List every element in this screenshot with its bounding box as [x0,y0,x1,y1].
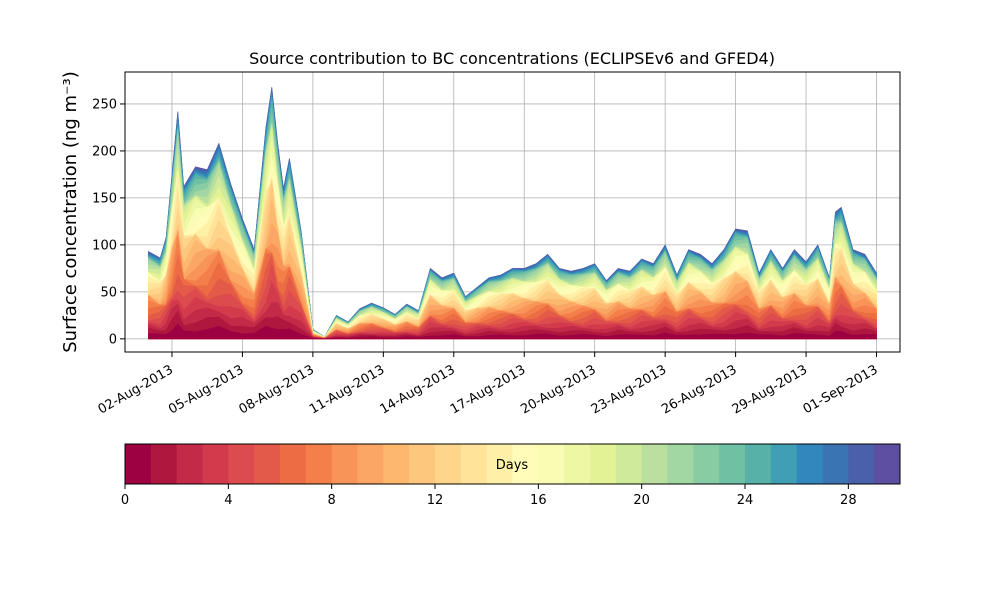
colorbar-tick-label: 12 [427,493,444,508]
y-axis-label: Surface concentration (ng m⁻³) [60,71,81,353]
x-tick-label: 29-Aug-2013 [730,362,810,417]
colorbar-bin-24 [745,444,772,484]
x-tick-label: 17-Aug-2013 [448,362,528,417]
colorbar-bin-0 [125,444,152,484]
colorbar-tick-label: 0 [121,493,129,508]
colorbar-tick-label: 16 [530,493,547,508]
colorbar-bin-20 [641,444,668,484]
colorbar-bin-14 [486,444,513,484]
y-tick-label: 0 [109,332,117,347]
x-tick-label: 23-Aug-2013 [589,362,669,417]
x-tick-label: 01-Sep-2013 [801,362,881,417]
colorbar-bin-15 [512,444,539,484]
colorbar-bin-16 [538,444,565,484]
colorbar-bin-19 [615,444,643,484]
colorbar-bin-12 [435,444,462,484]
x-tick-label: 05-Aug-2013 [166,362,246,417]
colorbar-label: Days [496,458,529,473]
colorbar-bin-11 [409,444,436,484]
colorbar-tick-label: 24 [737,493,754,508]
area-band-day-0 [148,323,877,340]
colorbar-frame [124,443,901,485]
y-tick-label: 200 [92,144,117,159]
colorbar-bin-22 [693,444,720,484]
stacked-area-plot [148,86,877,340]
colorbar-tick-label: 20 [633,493,650,508]
colorbar-bin-21 [667,444,694,484]
y-tick-label: 100 [92,238,117,253]
colorbar-bin-1 [150,444,178,484]
colorbar-bin-7 [305,444,333,484]
colorbar-bin-17 [564,444,591,484]
colorbar-bin-10 [383,444,410,484]
x-tick-label: 26-Aug-2013 [659,362,739,417]
colorbar-bin-26 [796,444,823,484]
colorbar-bin-29 [874,444,901,484]
colorbar-ticks: 0 4 8 12 16 20 24 28 [121,484,857,508]
colorbar-bin-28 [848,444,875,484]
colorbar [125,444,901,484]
y-tick-label: 50 [100,285,117,300]
area-band-day-1 [148,310,877,340]
y-tick-label: 150 [92,191,117,206]
colorbar-bin-3 [202,444,229,484]
colorbar-bin-13 [460,444,488,484]
y-axis-ticks: 0 50 100 150 200 250 [92,97,125,347]
area-band-day-2 [148,302,877,340]
colorbar-bin-5 [254,444,281,484]
x-tick-label: 20-Aug-2013 [518,362,598,417]
colorbar-tick-label: 4 [224,493,232,508]
colorbar-bin-8 [331,444,358,484]
colorbar-bin-2 [176,444,203,484]
colorbar-bin-23 [719,444,746,484]
colorbar-bin-18 [590,444,617,484]
plot-frame [124,71,901,353]
colorbar-bin-9 [357,444,384,484]
colorbar-bin-6 [280,444,307,484]
x-tick-label: 08-Aug-2013 [237,362,317,417]
x-tick-label: 11-Aug-2013 [307,362,387,417]
y-tick-label: 250 [92,97,117,112]
colorbar-tick-label: 28 [840,493,857,508]
x-tick-label: 02-Aug-2013 [96,362,176,417]
chart-title: Source contribution to BC concentrations… [249,49,775,68]
x-tick-label: 14-Aug-2013 [377,362,457,417]
colorbar-tick-label: 8 [328,493,336,508]
colorbar-bin-27 [822,444,849,484]
colorbar-bin-25 [770,444,798,484]
x-axis-ticks: 02-Aug-201305-Aug-201308-Aug-201311-Aug-… [96,352,881,418]
colorbar-bin-4 [228,444,255,484]
